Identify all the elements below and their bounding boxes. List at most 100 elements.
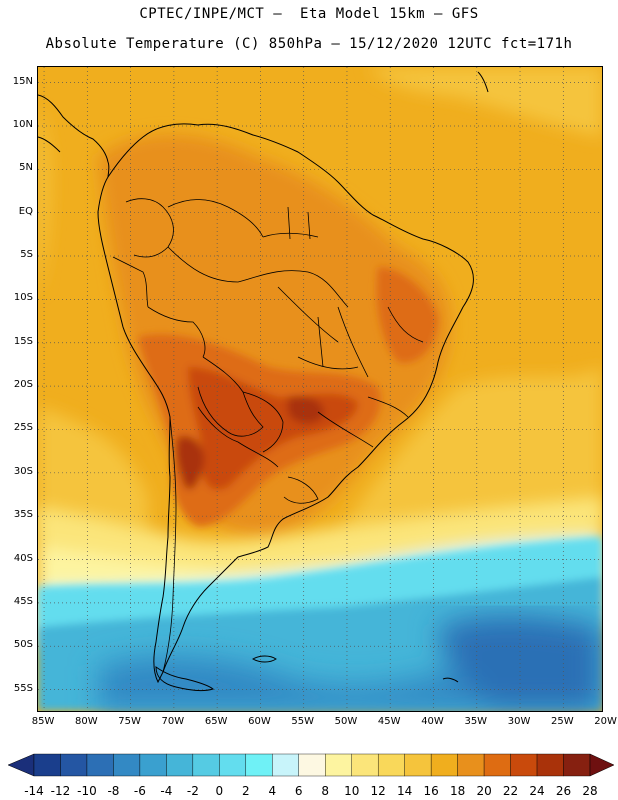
colorbar-label: 4 [268,784,277,798]
colorbar-swatch-7 [219,753,247,777]
colorbar-swatch-5 [166,753,194,777]
border-brazil-states [277,286,424,448]
south-america-coast [97,123,474,684]
border-paraguay [242,391,284,453]
lat-label-eq: EQ [18,205,33,217]
title-line-1: CPTEC/INPE/MCT – Eta Model 15km – GFS [139,6,479,22]
colorbar-label: -14 [24,784,44,798]
colorbar-label: 0 [215,784,224,798]
colorbar-swatch-6 [192,753,220,777]
colorbar-swatch-11 [325,753,352,777]
colorbar-over-arrow [589,753,615,777]
title-line-2: Absolute Temperature (C) 850hPa – 15/12/… [45,36,573,52]
colorbar-swatch-15 [430,753,458,777]
colorbar-swatch-13 [377,753,405,777]
colorbar-label: 16 [423,784,439,798]
colorbar-label: -10 [77,784,97,798]
lon-label-55w: 55W [291,716,314,727]
country-borders [112,198,424,673]
colorbar-label: 26 [555,784,572,798]
field-hottest-spot [175,436,204,490]
border-guianas [262,206,319,240]
border-uruguay [283,476,319,504]
lat-label-15s: 15S [13,335,33,347]
map-svg [38,67,602,711]
lon-label-65w: 65W [204,716,228,727]
colorbar [0,750,618,800]
colorbar-label: 2 [241,784,250,798]
lat-label-10n: 10N [12,118,33,130]
lat-label-5s: 5S [20,249,33,261]
caribbean-coast [38,136,61,153]
colorbar-label: 22 [502,784,519,798]
lon-label-25w: 25W [551,716,574,727]
coastlines [38,71,489,691]
lon-label-80w: 80W [75,716,98,727]
colorbar-label: -12 [50,784,71,798]
colorbar-label: 8 [321,784,330,798]
colorbar-label: 6 [294,784,303,798]
border-venezuela [167,199,264,238]
lon-label-75w: 75W [118,716,141,727]
colorbar-label: 24 [529,784,545,798]
colorbar-label: 20 [476,784,492,798]
colorbar-swatch-0 [33,753,61,777]
border-ecuador-peru [112,256,149,308]
border-argentina-north [197,406,279,468]
colorbar-label: 14 [397,784,413,798]
lat-label-15n: 15N [12,75,33,87]
lat-label-30s: 30S [13,465,33,477]
lat-label-5n: 5N [19,162,33,174]
central-america-coast [38,94,110,178]
lon-label-70w: 70W [161,716,185,727]
colorbar-svg [7,753,615,777]
border-brazil-north [167,246,349,308]
colorbar-swatch-19 [536,753,564,777]
border-peru-brazil [147,306,206,358]
colorbar-swatch-9 [272,753,299,777]
map-grid [38,67,602,711]
colorbar-swatch-3 [113,753,141,777]
colorbar-label: -8 [107,784,120,798]
colorbar-label: 18 [449,784,466,798]
colorbar-swatch-18 [510,753,538,777]
colorbar-label: -4 [160,784,173,798]
colorbar-swatch-2 [86,753,114,777]
south-georgia-coast [442,677,459,683]
lon-label-50w: 50W [334,716,358,727]
colorbar-label: 10 [344,784,360,798]
antilles-coast [477,71,489,93]
border-bolivia [197,356,264,437]
lat-label-20s: 20S [13,379,33,391]
field-south-pacific [38,407,148,537]
lon-label-35w: 35W [464,716,488,727]
colorbar-swatch-10 [298,753,326,777]
colorbar-swatch-16 [457,753,485,777]
lat-label-25s: 25S [13,422,33,434]
border-argentina-chile [162,416,177,673]
border-colombia [125,198,174,258]
field-atlantic [338,367,602,537]
field-hotter-core [188,367,358,490]
colorbar-label: -2 [186,784,199,798]
field-west-edge [38,107,50,297]
temperature-map [37,66,603,712]
lon-label-30w: 30W [507,716,531,727]
lon-label-60w: 60W [248,716,271,727]
field-hottest-spot-2 [288,395,324,424]
lat-label-40s: 40S [13,552,33,564]
lon-label-85w: 85W [31,716,55,727]
tierra-del-fuego-coast [155,666,215,691]
field-ne-brazil-hot [376,267,438,363]
colorbar-label: -6 [133,784,146,798]
field-north-east-yellow [368,67,602,137]
colorbar-swatch-14 [404,753,432,777]
colorbar-swatch-12 [351,753,379,777]
colorbar-swatch-20 [563,753,591,777]
lat-label-10s: 10S [13,292,33,304]
colorbar-swatch-1 [60,753,88,777]
colorbar-swatch-8 [245,753,273,777]
lat-label-35s: 35S [13,509,33,521]
lon-label-40w: 40W [421,716,444,727]
colorbar-under-arrow [7,753,35,777]
